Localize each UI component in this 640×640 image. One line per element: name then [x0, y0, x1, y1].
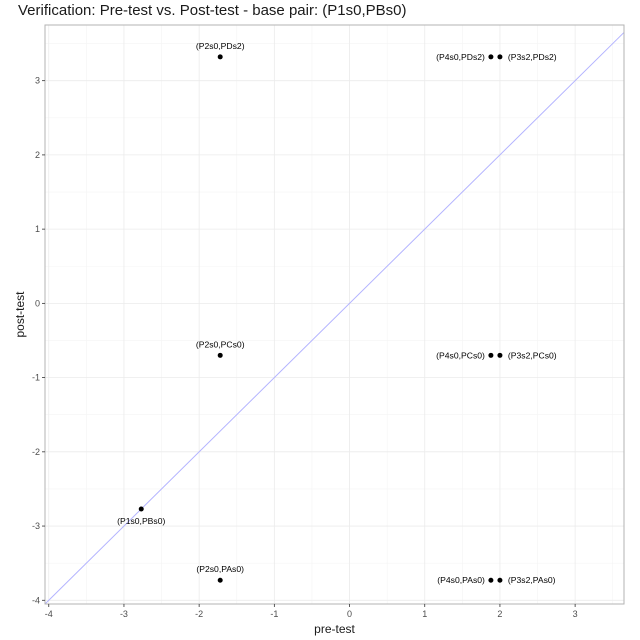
data-point — [488, 54, 494, 60]
data-points — [138, 54, 503, 583]
point-label: (P3s2,PAs0) — [508, 575, 556, 585]
point-label: (P4s0,PCs0) — [436, 350, 485, 360]
point-labels: (P2s0,PDs2) (P4s0,PDs2) (P3s2,PDs2) (P2s0,P… — [117, 41, 557, 585]
y-tick-label: -2 — [32, 447, 40, 457]
x-tick-label: 2 — [497, 609, 502, 619]
x-tick-label: 1 — [422, 609, 427, 619]
data-point — [217, 577, 223, 583]
point-label: (P3s2,PDs2) — [508, 52, 557, 62]
plot-border — [44, 24, 625, 605]
y-tick-label: -4 — [32, 595, 40, 605]
point-label: (P2s0,PCs0) — [196, 339, 245, 349]
data-point — [497, 54, 503, 60]
x-axis-ticks: -4 -3 -2 -1 0 1 2 3 — [45, 604, 578, 619]
point-label: (P2s0,PDs2) — [196, 41, 245, 51]
point-label: (P3s2,PCs0) — [508, 350, 557, 360]
minor-gridlines — [45, 25, 624, 604]
y-axis-ticks: -4 -3 -2 -1 0 1 2 3 — [32, 76, 45, 605]
y-tick-label: 3 — [35, 76, 40, 86]
x-tick-label: -2 — [195, 609, 203, 619]
x-tick-label: 3 — [573, 609, 578, 619]
data-point — [138, 506, 144, 512]
y-tick-label: -3 — [32, 521, 40, 531]
x-tick-label: -4 — [45, 609, 53, 619]
x-axis-title: pre-test — [314, 622, 355, 636]
data-point — [497, 577, 503, 583]
point-label: (P4s0,PDs2) — [436, 52, 485, 62]
point-label: (P4s0,PAs0) — [437, 575, 485, 585]
data-point — [217, 352, 223, 358]
major-gridlines — [45, 25, 624, 604]
x-tick-label: 0 — [347, 609, 352, 619]
data-point — [488, 352, 494, 358]
y-tick-label: 0 — [35, 298, 40, 308]
x-tick-label: -3 — [120, 609, 128, 619]
point-label: (P1s0,PBs0) — [117, 516, 165, 526]
x-tick-label: -1 — [270, 609, 278, 619]
y-tick-label: -1 — [32, 373, 40, 383]
chart-title: Verification: Pre-test vs. Post-test - b… — [18, 2, 407, 19]
point-label: (P2s0,PAs0) — [196, 564, 244, 574]
y-tick-label: 1 — [35, 224, 40, 234]
data-point — [497, 352, 503, 358]
data-point — [217, 54, 223, 60]
y-axis-title: post-test — [13, 291, 27, 338]
data-point — [488, 577, 494, 583]
y-tick-label: 2 — [35, 150, 40, 160]
